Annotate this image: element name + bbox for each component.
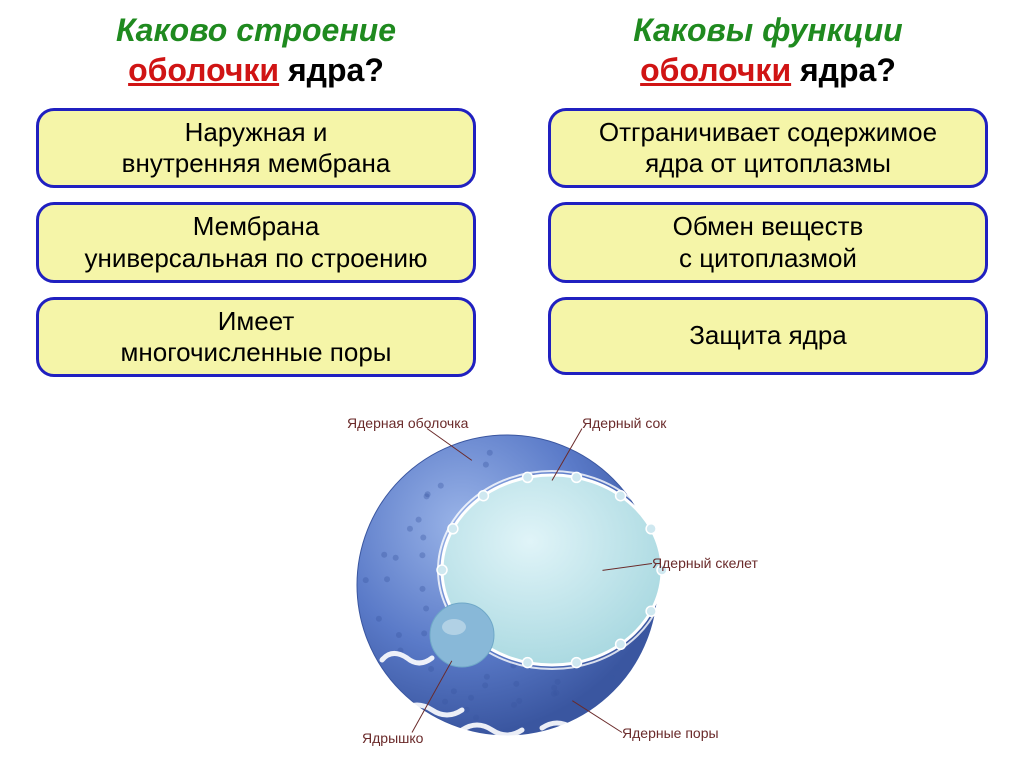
diagram-label-0: Ядерная оболочка — [347, 415, 468, 431]
left-box-0: Наружная и внутренняя мембрана — [36, 108, 476, 188]
left-h-w4: ядра? — [288, 52, 384, 88]
diagram-label-4: Ядрышко — [362, 730, 423, 746]
left-column: Каково строение оболочки ядра? Наружная … — [20, 10, 492, 391]
right-box-2: Защита ядра — [548, 297, 988, 375]
diagram-label-3: Ядерные поры — [622, 725, 719, 741]
right-h-w3: оболочки — [640, 52, 791, 88]
left-heading: Каково строение оболочки ядра? — [116, 10, 396, 90]
nucleus-svg — [252, 410, 772, 760]
nucleus-diagram: Ядерная оболочка Ядерный сок Ядерный скеле… — [252, 410, 772, 760]
right-box-1: Обмен веществ с цитоплазмой — [548, 202, 988, 282]
right-box-0: Отграничивает содержимое ядра от цитопла… — [548, 108, 988, 188]
right-h-w1: Каковы — [633, 12, 753, 48]
left-h-w3: оболочки — [128, 52, 279, 88]
diagram-wrap: Ядерная оболочка Ядерный сок Ядерный скеле… — [0, 410, 1024, 760]
right-h-w4: ядра? — [800, 52, 896, 88]
right-column: Каковы функции оболочки ядра? Отграничив… — [532, 10, 1004, 391]
right-h-w2: функции — [762, 12, 903, 48]
diagram-label-1: Ядерный сок — [582, 415, 666, 431]
left-box-1: Мембрана универсальная по строению — [36, 202, 476, 282]
left-h-w2: строение — [236, 12, 396, 48]
diagram-label-2: Ядерный скелет — [652, 555, 758, 571]
left-box-2: Имеет многочисленные поры — [36, 297, 476, 377]
right-heading: Каковы функции оболочки ядра? — [633, 10, 902, 90]
columns: Каково строение оболочки ядра? Наружная … — [0, 0, 1024, 391]
left-h-w1: Каково — [116, 12, 227, 48]
